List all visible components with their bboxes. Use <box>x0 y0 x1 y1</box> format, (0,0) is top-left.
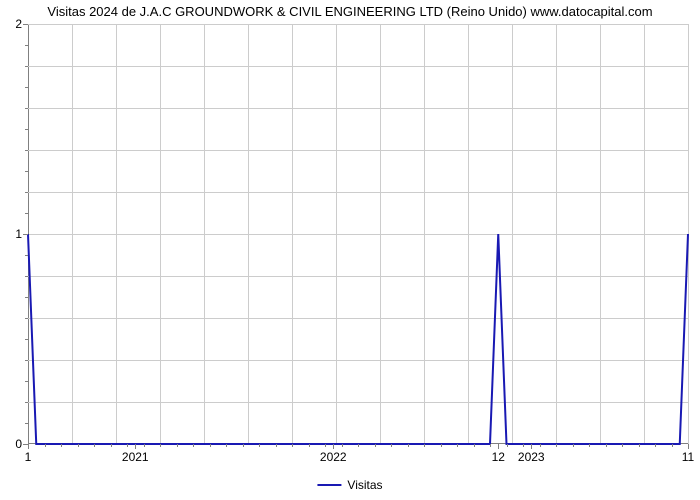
y-minor-tick <box>25 423 28 424</box>
x-minor-tick <box>639 444 640 447</box>
x-minor-tick <box>672 444 673 447</box>
y-minor-tick <box>25 297 28 298</box>
y-minor-tick <box>25 171 28 172</box>
x-minor-tick <box>589 444 590 447</box>
x-minor-tick <box>408 444 409 447</box>
y-minor-tick <box>25 318 28 319</box>
x-minor-tick <box>457 444 458 447</box>
x-minor-tick <box>127 444 128 447</box>
x-minor-tick <box>45 444 46 447</box>
chart-legend: Visitas <box>317 478 382 492</box>
x-minor-tick <box>424 444 425 447</box>
x-tick-label: 2021 <box>122 444 149 464</box>
y-minor-tick <box>25 66 28 67</box>
y-minor-tick <box>25 192 28 193</box>
x-tick-label: 11 <box>682 444 694 464</box>
x-minor-tick <box>556 444 557 447</box>
chart-title: Visitas 2024 de J.A.C GROUNDWORK & CIVIL… <box>0 4 700 19</box>
y-minor-tick <box>25 213 28 214</box>
x-minor-tick <box>622 444 623 447</box>
x-minor-tick <box>144 444 145 447</box>
x-tick-label: 12 <box>492 444 505 464</box>
y-minor-tick <box>25 129 28 130</box>
x-minor-tick <box>391 444 392 447</box>
x-minor-tick <box>606 444 607 447</box>
visits-line-chart: 01212021202212202311 <box>28 24 688 444</box>
y-tick-label: 2 <box>15 17 28 31</box>
x-minor-tick <box>358 444 359 447</box>
y-tick-label: 1 <box>15 227 28 241</box>
x-minor-tick <box>61 444 62 447</box>
x-minor-tick <box>259 444 260 447</box>
series-line <box>28 234 688 444</box>
x-minor-tick <box>309 444 310 447</box>
legend-swatch <box>317 484 341 486</box>
legend-label: Visitas <box>347 478 382 492</box>
grid-vertical <box>688 24 689 444</box>
y-minor-tick <box>25 108 28 109</box>
x-minor-tick <box>94 444 95 447</box>
x-minor-tick <box>226 444 227 447</box>
x-minor-tick <box>507 444 508 447</box>
x-minor-tick <box>655 444 656 447</box>
x-minor-tick <box>474 444 475 447</box>
x-minor-tick <box>342 444 343 447</box>
x-minor-tick <box>177 444 178 447</box>
x-minor-tick <box>523 444 524 447</box>
x-tick-label: 1 <box>25 444 32 464</box>
x-tick-label: 2023 <box>518 444 545 464</box>
x-minor-tick <box>490 444 491 447</box>
chart-svg-layer <box>28 24 688 444</box>
y-minor-tick <box>25 402 28 403</box>
y-minor-tick <box>25 276 28 277</box>
x-minor-tick <box>243 444 244 447</box>
y-minor-tick <box>25 150 28 151</box>
x-minor-tick <box>210 444 211 447</box>
y-minor-tick <box>25 381 28 382</box>
x-minor-tick <box>78 444 79 447</box>
x-minor-tick <box>111 444 112 447</box>
y-minor-tick <box>25 339 28 340</box>
y-minor-tick <box>25 87 28 88</box>
x-minor-tick <box>540 444 541 447</box>
y-minor-tick <box>25 45 28 46</box>
y-minor-tick <box>25 360 28 361</box>
x-minor-tick <box>160 444 161 447</box>
x-minor-tick <box>441 444 442 447</box>
x-minor-tick <box>325 444 326 447</box>
x-minor-tick <box>573 444 574 447</box>
y-minor-tick <box>25 255 28 256</box>
x-minor-tick <box>193 444 194 447</box>
x-tick-label: 2022 <box>320 444 347 464</box>
x-minor-tick <box>292 444 293 447</box>
x-minor-tick <box>375 444 376 447</box>
x-minor-tick <box>276 444 277 447</box>
